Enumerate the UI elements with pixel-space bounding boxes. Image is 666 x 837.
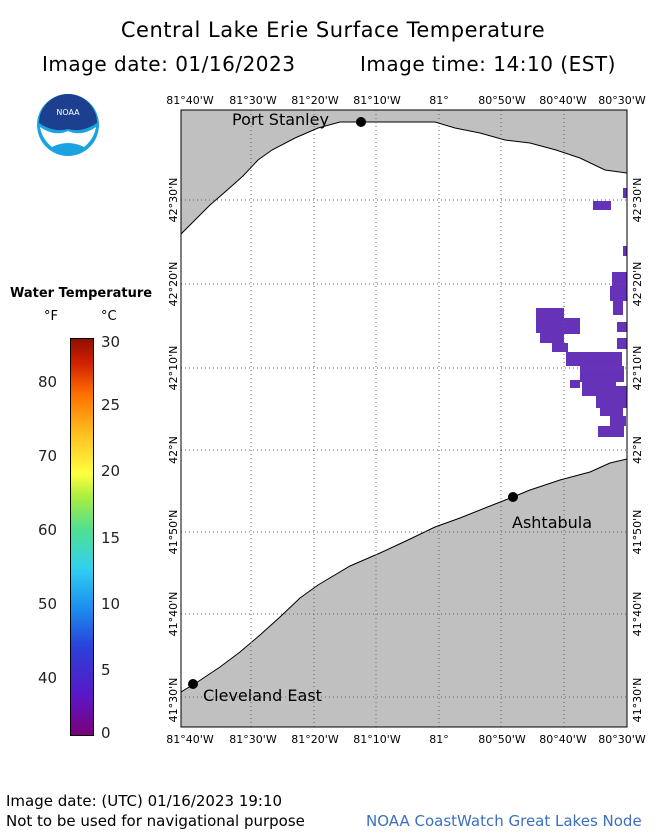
lat-labels-right: 42°30'N 42°20'N 42°10'N 42°N 41°50'N 41°…: [631, 178, 644, 723]
lat-labels-left: 42°30'N 42°20'N 42°10'N 42°N 41°50'N 41°…: [167, 178, 180, 723]
lat-label: 42°N: [167, 436, 180, 464]
lon-label: 80°40'W: [539, 94, 587, 107]
lon-label: 80°40'W: [539, 733, 587, 746]
c-tick: 0: [101, 724, 111, 742]
image-time: Image time: 14:10 (EST): [360, 52, 616, 76]
map-frame: [180, 109, 628, 728]
lon-label: 80°50'W: [478, 94, 526, 107]
lon-label: 81°40'W: [166, 94, 214, 107]
utc-image-date: Image date: (UTC) 01/16/2023 19:10: [6, 792, 283, 810]
lon-label: 81°: [429, 94, 449, 107]
legend-unit-c: °C: [101, 309, 117, 324]
f-tick: 50: [38, 595, 58, 613]
navigation-disclaimer: Not to be used for navigational purpose: [6, 812, 305, 830]
f-tick: 80: [38, 373, 58, 391]
lat-label: 42°10'N: [631, 346, 644, 391]
map-title: Central Lake Erie Surface Temperature: [120, 18, 546, 42]
c-tick: 30: [101, 333, 121, 351]
lat-label: 42°20'N: [631, 262, 644, 307]
lon-label: 81°10'W: [353, 733, 401, 746]
f-tick: 70: [38, 447, 58, 465]
lat-label: 41°30'N: [167, 678, 180, 723]
c-tick: 10: [101, 595, 121, 613]
graticule: [181, 110, 627, 727]
cleveland-east-marker: [188, 679, 198, 689]
lon-label: 81°20'W: [291, 94, 339, 107]
f-tick: 40: [38, 669, 58, 687]
lon-label: 81°30'W: [229, 94, 277, 107]
lon-label: 81°10'W: [353, 94, 401, 107]
c-tick: 20: [101, 462, 121, 480]
lat-label: 41°40'N: [631, 592, 644, 637]
ashtabula-label: Ashtabula: [512, 513, 592, 532]
lat-label: 42°N: [631, 436, 644, 464]
lat-label: 42°10'N: [167, 346, 180, 391]
temperature-colorbar: [70, 338, 94, 736]
lon-label: 81°40'W: [166, 733, 214, 746]
port-stanley-marker: [356, 117, 366, 127]
lat-label: 41°50'N: [167, 510, 180, 555]
lon-label: 80°30'W: [598, 94, 646, 107]
cleveland-east-label: Cleveland East: [203, 686, 322, 705]
credit-link[interactable]: NOAA CoastWatch Great Lakes Node: [366, 812, 642, 830]
lon-labels-top: 81°40'W 81°30'W 81°20'W 81°10'W 81° 80°5…: [166, 94, 646, 107]
c-tick: 5: [101, 661, 111, 679]
lat-label: 41°40'N: [167, 592, 180, 637]
lat-label: 41°30'N: [631, 678, 644, 723]
f-tick: 60: [38, 521, 58, 539]
lat-label: 42°30'N: [631, 178, 644, 223]
ashtabula-marker: [508, 492, 518, 502]
lon-label: 81°20'W: [291, 733, 339, 746]
lat-label: 41°50'N: [631, 510, 644, 555]
legend-unit-f: °F: [44, 309, 58, 324]
port-stanley-label: Port Stanley: [232, 110, 329, 129]
lon-label: 81°: [429, 733, 449, 746]
logo-text: NOAA: [56, 108, 80, 117]
lat-label: 42°20'N: [167, 262, 180, 307]
lat-label: 42°30'N: [167, 178, 180, 223]
north-shore-land: [181, 110, 627, 235]
lon-label: 80°30'W: [598, 733, 646, 746]
noaa-logo: NOAA: [37, 94, 99, 156]
cold-water-pixels: [536, 188, 627, 437]
lon-labels-bottom: 81°40'W 81°30'W 81°20'W 81°10'W 81° 80°5…: [166, 733, 646, 746]
lon-label: 81°30'W: [229, 733, 277, 746]
legend-title: Water Temperature: [10, 286, 153, 301]
image-date: Image date: 01/16/2023: [42, 52, 296, 76]
c-tick: 15: [101, 529, 121, 547]
c-tick: 25: [101, 396, 121, 414]
lon-label: 80°50'W: [478, 733, 526, 746]
